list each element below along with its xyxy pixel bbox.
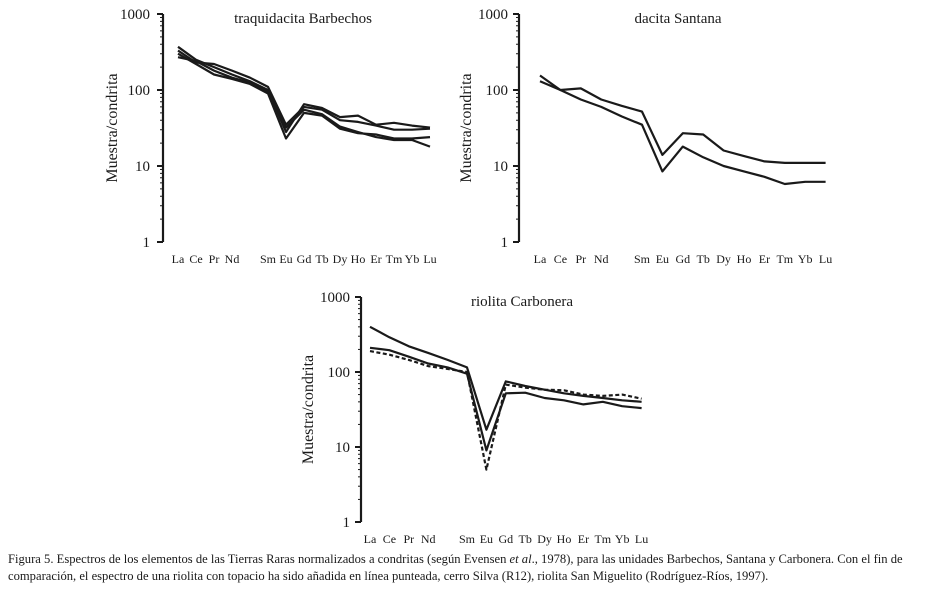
x-tick-label: Ho: [351, 252, 366, 266]
x-tick-label: Pr: [209, 252, 220, 266]
y-tick-label: 10: [493, 159, 508, 175]
series-line-3: [177, 52, 431, 140]
chart-title: dacita Santana: [634, 11, 721, 27]
x-tick-label: Gd: [498, 532, 513, 546]
caption-text-continued: ., 1978), para las unidades Barbechos, S…: [8, 552, 903, 583]
x-tick-label: Pr: [575, 252, 586, 266]
x-tick-label: Lu: [423, 252, 436, 266]
x-tick-label: Eu: [656, 252, 669, 266]
y-tick-label: 1: [343, 515, 351, 531]
series-line-2: [369, 346, 642, 452]
x-tick-label: Sm: [459, 532, 476, 546]
x-tick-label: Tb: [697, 252, 710, 266]
caption-text: Figura 5. Espectros de los elementos de …: [8, 552, 510, 566]
x-tick-label: Lu: [635, 532, 648, 546]
x-tick-label: Yb: [798, 252, 813, 266]
x-tick-label: La: [364, 532, 377, 546]
x-tick-label: Gd: [297, 252, 312, 266]
x-tick-label: Tb: [519, 532, 532, 546]
series-line-1: [539, 74, 826, 164]
x-tick-label: Eu: [480, 532, 493, 546]
x-tick-label: Er: [759, 252, 770, 266]
x-tick-label: Dy: [716, 252, 731, 266]
y-tick-label: 10: [335, 440, 350, 456]
y-tick-label: 100: [486, 83, 509, 99]
x-tick-label: Ce: [189, 252, 202, 266]
y-axis-title: Muestra/condrita: [458, 73, 475, 182]
x-tick-label: Tm: [594, 532, 611, 546]
chart-riolita-carbonera: riolita Carbonera 1 10 100 1000 Muestra/condr…: [300, 290, 648, 546]
x-tick-label: Er: [578, 532, 589, 546]
x-tick-label: La: [534, 252, 547, 266]
x-tick-label: Tm: [776, 252, 793, 266]
x-tick-label: Ho: [557, 532, 572, 546]
y-tick-label: 1000: [478, 7, 508, 23]
x-tick-label: Dy: [537, 532, 552, 546]
y-tick-label: 1: [501, 235, 509, 251]
x-tick-label: Tm: [386, 252, 403, 266]
x-tick-label: Ho: [737, 252, 752, 266]
x-tick-label: Yb: [615, 532, 630, 546]
series-line-1: [369, 325, 642, 431]
x-tick-label: Pr: [403, 532, 414, 546]
caption-et-al: et al: [509, 552, 532, 566]
series-line-1: [177, 45, 431, 134]
y-tick-label: 1000: [120, 7, 150, 23]
chart-traquidacita-barbechos: traquidacita Barbechos 1 10 100 1000 Muestra/…: [104, 7, 437, 266]
y-axis-title: Muestra/condrita: [300, 355, 317, 464]
chart-dacita-santana: dacita Santana 1 10 100 1000 Muestra/condrita…: [458, 7, 832, 266]
x-tick-label: Tb: [315, 252, 328, 266]
chart-title: riolita Carbonera: [471, 294, 573, 310]
x-tick-label: Yb: [405, 252, 420, 266]
x-tick-label: Sm: [634, 252, 651, 266]
x-tick-label: Nd: [421, 532, 436, 546]
x-tick-label: Eu: [279, 252, 292, 266]
x-tick-label: Nd: [594, 252, 609, 266]
y-tick-label: 1000: [320, 290, 350, 306]
y-tick-label: 100: [128, 83, 151, 99]
series-line-4: [177, 56, 431, 148]
figure-caption: Figura 5. Espectros de los elementos de …: [8, 551, 938, 585]
y-axis-title: Muestra/condrita: [104, 73, 121, 182]
y-tick-label: 1: [143, 235, 151, 251]
x-tick-label: Sm: [260, 252, 277, 266]
series-line-3: [369, 350, 642, 471]
x-tick-label: Gd: [675, 252, 690, 266]
x-tick-label: Ce: [554, 252, 567, 266]
series-line-2: [177, 49, 431, 131]
series-line-2: [539, 80, 826, 186]
x-tick-label: Er: [370, 252, 381, 266]
y-tick-label: 10: [135, 159, 150, 175]
x-tick-label: Nd: [225, 252, 240, 266]
x-tick-label: La: [172, 252, 185, 266]
y-tick-label: 100: [328, 365, 351, 381]
chart-title: traquidacita Barbechos: [234, 11, 372, 27]
figure: traquidacita Barbechos 1 10 100 1000 Muestra/…: [104, 7, 832, 546]
x-tick-label: Lu: [819, 252, 832, 266]
x-tick-label: Dy: [333, 252, 348, 266]
x-tick-label: Ce: [383, 532, 396, 546]
